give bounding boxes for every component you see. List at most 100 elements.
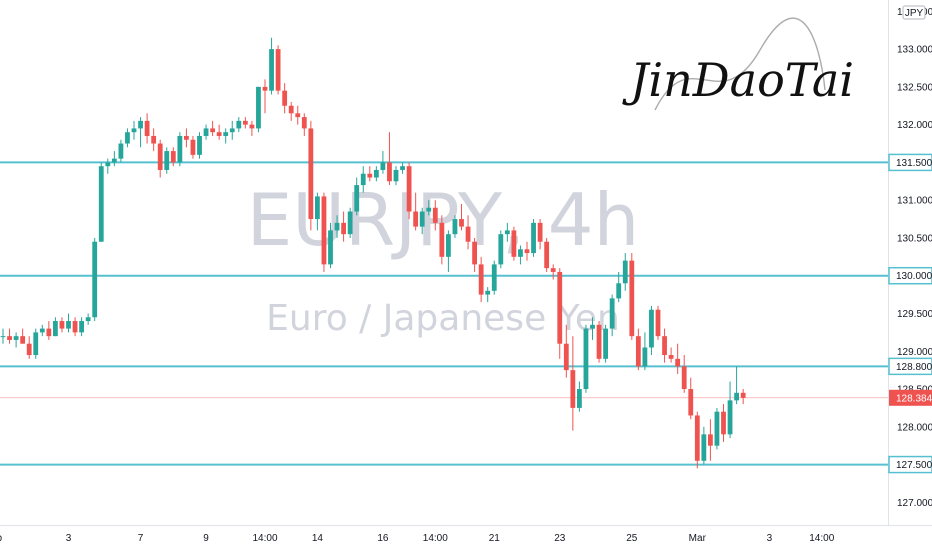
- candle-body: [315, 196, 320, 220]
- candle-body: [413, 211, 419, 227]
- candle-body: [321, 196, 327, 265]
- candle-body: [151, 135, 157, 144]
- candle-body: [708, 434, 713, 446]
- candle-body: [210, 128, 215, 133]
- candle-body: [583, 328, 589, 390]
- candle-body: [465, 226, 471, 242]
- candle-body: [681, 366, 687, 390]
- candle-body: [170, 151, 176, 163]
- price-tick-label: 131.000: [897, 196, 932, 207]
- candle-body: [655, 309, 661, 337]
- candle-body: [111, 158, 117, 163]
- candle-body: [577, 389, 582, 408]
- candle-body: [157, 143, 163, 170]
- candle-body: [72, 321, 78, 333]
- candle-body: [59, 321, 65, 329]
- price-tick-label: 132.500: [897, 82, 932, 93]
- candle-body: [426, 207, 432, 212]
- level-label-box: [888, 153, 932, 172]
- price-axis[interactable]: 127.000127.500128.000128.500129.000129.5…: [888, 7, 932, 509]
- candle-body: [288, 105, 294, 114]
- candle-body: [282, 90, 288, 106]
- candle-body: [249, 124, 255, 129]
- candle-body: [197, 135, 202, 155]
- candle-body: [262, 86, 268, 91]
- candle-body: [301, 117, 307, 129]
- candle-body: [347, 211, 353, 235]
- time-tick-label: 3: [767, 533, 773, 544]
- candle-body: [694, 415, 700, 461]
- candle-body: [629, 260, 635, 337]
- horizontal-levels[interactable]: [0, 161, 888, 466]
- candle-body: [622, 260, 628, 284]
- level-label-box: [888, 266, 932, 285]
- candle-body: [734, 392, 739, 401]
- candle-body: [400, 166, 405, 170]
- candle-body: [668, 355, 674, 359]
- candles-layer: [0, 37, 746, 469]
- candle-body: [236, 120, 242, 129]
- candle-body: [701, 434, 707, 461]
- candle-body: [118, 143, 124, 159]
- candle-body: [53, 321, 58, 337]
- candle-body: [105, 162, 111, 167]
- candle-body: [498, 234, 504, 265]
- candle-body: [354, 185, 360, 212]
- candle-body: [256, 86, 261, 129]
- time-tick-label: 14:00: [252, 533, 277, 544]
- candle-body: [459, 219, 464, 227]
- candle-body: [308, 128, 314, 220]
- candle-body: [46, 328, 52, 337]
- candle-body: [125, 132, 130, 144]
- candle-body: [328, 230, 333, 265]
- candle-body: [203, 128, 209, 136]
- candle-body: [518, 249, 523, 257]
- candle-body: [432, 207, 438, 223]
- time-tick-label: 14:00: [423, 533, 448, 544]
- candle-body: [616, 283, 622, 299]
- time-tick-label: 21: [489, 533, 501, 544]
- candle-body: [0, 336, 6, 338]
- candle-body: [184, 135, 189, 140]
- level-label-box: [888, 357, 932, 376]
- candle-body: [190, 139, 196, 155]
- candle-body: [478, 264, 484, 295]
- candle-body: [563, 343, 569, 371]
- price-tick-label: 128.000: [897, 422, 932, 433]
- candle-body: [216, 132, 222, 136]
- candle-body: [295, 113, 301, 118]
- currency-badge-label: JPY: [905, 8, 924, 19]
- svg-text:JinDaoTai: JinDaoTai: [622, 53, 854, 107]
- level-label-3: 127.500: [896, 460, 932, 471]
- candle-body: [229, 128, 235, 133]
- candle-body: [144, 120, 150, 136]
- candle-body: [7, 336, 12, 340]
- time-tick-label: 14:00: [809, 533, 834, 544]
- candle-body: [570, 370, 576, 408]
- candle-body: [537, 222, 543, 242]
- candle-body: [642, 347, 648, 367]
- currency-badge[interactable]: JPY: [902, 5, 926, 20]
- candle-body: [406, 166, 412, 212]
- candle-body: [635, 336, 641, 367]
- candle-body: [557, 271, 563, 344]
- candle-body: [524, 249, 530, 254]
- candle-body: [131, 128, 137, 133]
- candle-body: [649, 309, 654, 348]
- candle-body: [675, 358, 681, 367]
- current-price-label: 128.384: [896, 393, 932, 404]
- candle-body: [98, 166, 104, 242]
- level-label-0: 131.500: [896, 158, 932, 169]
- time-tick-label: 14: [312, 533, 324, 544]
- candle-body: [177, 135, 183, 163]
- time-axis[interactable]: eb 3 7 9 14:00 14 16 14:00 21 23 25 Mar 3 14:00: [0, 533, 835, 544]
- candle-body: [164, 151, 170, 170]
- candle-body: [609, 298, 615, 329]
- candle-body: [550, 268, 556, 272]
- candle-body: [360, 173, 366, 186]
- candle-body: [138, 120, 143, 129]
- candle-body: [20, 336, 26, 344]
- time-tick-label: 25: [626, 533, 638, 544]
- price-tick-label: 130.500: [897, 233, 932, 244]
